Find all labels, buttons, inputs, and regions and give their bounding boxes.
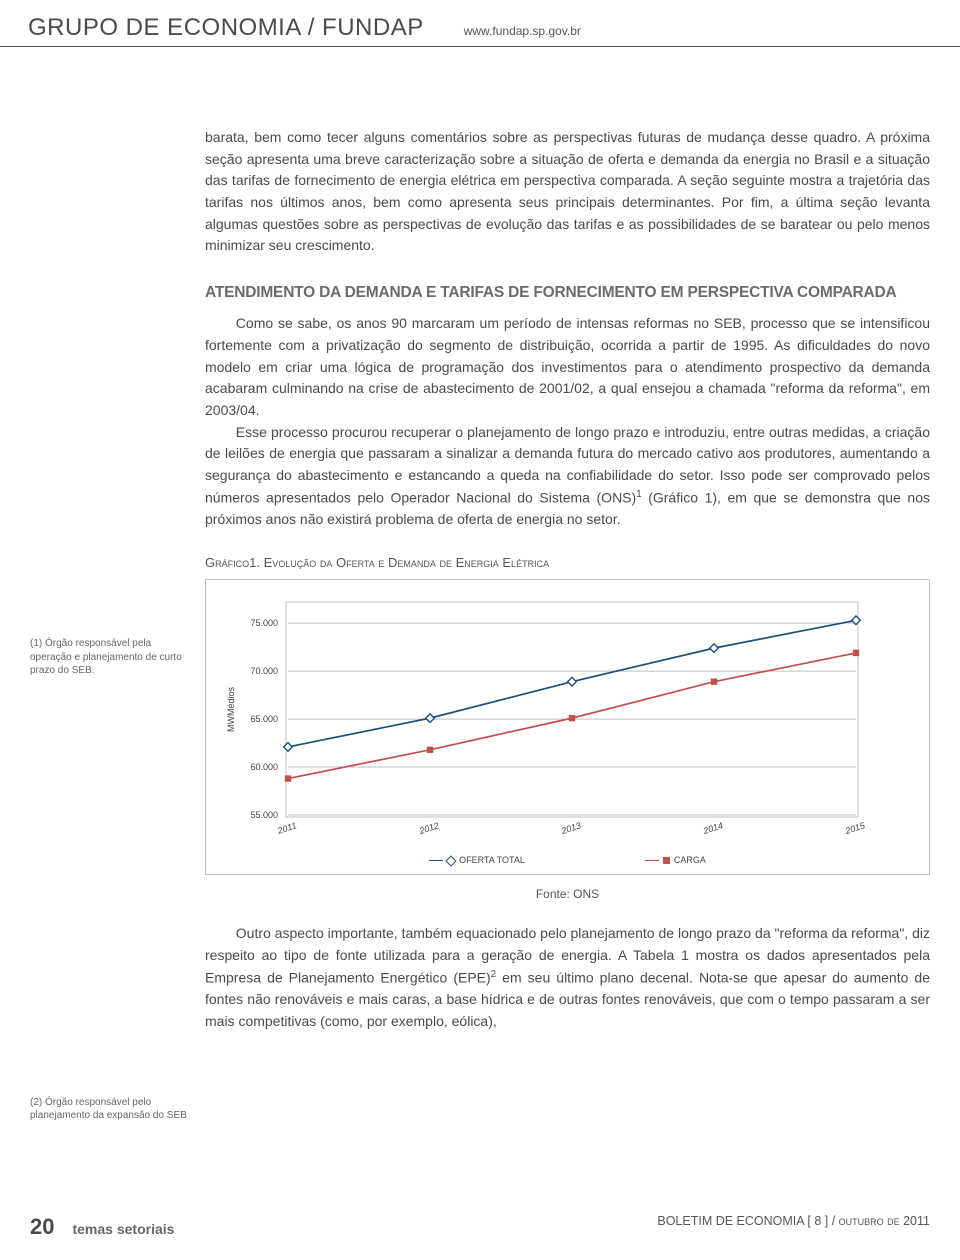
page-number: 20 xyxy=(30,1214,54,1240)
chart-container: 55.000 60.000 65.000 70.000 75.000 MWMédios 20… xyxy=(205,579,930,875)
legend-oferta-label: OFERTA TOTAL xyxy=(459,854,525,868)
line-chart: 55.000 60.000 65.000 70.000 75.000 MWMédios 20… xyxy=(216,590,876,850)
svg-text:2012: 2012 xyxy=(417,820,440,836)
svg-text:60.000: 60.000 xyxy=(250,762,278,772)
svg-text:55.000: 55.000 xyxy=(250,810,278,820)
legend-oferta: OFERTA TOTAL xyxy=(429,854,525,868)
para-4: Outro aspecto importante, também equacio… xyxy=(205,923,930,1032)
sidebar: (1) Órgão responsável pela operação e pl… xyxy=(30,127,205,1143)
svg-text:75.000: 75.000 xyxy=(250,618,278,628)
svg-text:MWMédios: MWMédios xyxy=(226,686,236,732)
svg-text:2015: 2015 xyxy=(843,820,867,836)
page-header: GRUPO DE ECONOMIA / FUNDAP www.fundap.sp… xyxy=(0,0,960,47)
para-2: Como se sabe, os anos 90 marcaram um per… xyxy=(205,313,930,421)
section-heading: ATENDIMENTO DA DEMANDA E TARIFAS DE FORN… xyxy=(205,281,930,305)
header-url: www.fundap.sp.gov.br xyxy=(464,24,581,38)
svg-text:2014: 2014 xyxy=(701,820,724,836)
legend-carga: CARGA xyxy=(645,854,706,868)
main-column: barata, bem como tecer alguns comentário… xyxy=(205,127,930,1143)
svg-text:70.000: 70.000 xyxy=(250,666,278,676)
svg-text:65.000: 65.000 xyxy=(250,714,278,724)
footnote-2: (2) Órgão responsável pelo planejamento … xyxy=(30,1096,193,1123)
footer-left: 20 temas setoriais xyxy=(30,1214,174,1240)
header-title: GRUPO DE ECONOMIA / FUNDAP xyxy=(28,14,424,42)
page-footer: 20 temas setoriais BOLETIM DE ECONOMIA [… xyxy=(0,1214,960,1240)
footnote-1: (1) Órgão responsável pela operação e pl… xyxy=(30,637,193,678)
chart-title: Gráfico1. Evolução da Oferta e Demanda d… xyxy=(205,553,930,573)
chart-source: Fonte: ONS xyxy=(205,885,930,904)
chart-legend: OFERTA TOTAL CARGA xyxy=(216,854,919,868)
footer-section-label: temas setoriais xyxy=(72,1221,174,1237)
legend-carga-label: CARGA xyxy=(674,854,706,868)
content-wrap: (1) Órgão responsável pela operação e pl… xyxy=(0,127,960,1143)
para-1: barata, bem como tecer alguns comentário… xyxy=(205,127,930,257)
svg-text:2011: 2011 xyxy=(275,820,297,836)
footer-right: BOLETIM DE ECONOMIA [ 8 ] / outubro de 2… xyxy=(657,1214,930,1240)
svg-text:2013: 2013 xyxy=(559,820,582,836)
para-3: Esse processo procurou recuperar o plane… xyxy=(205,422,930,531)
